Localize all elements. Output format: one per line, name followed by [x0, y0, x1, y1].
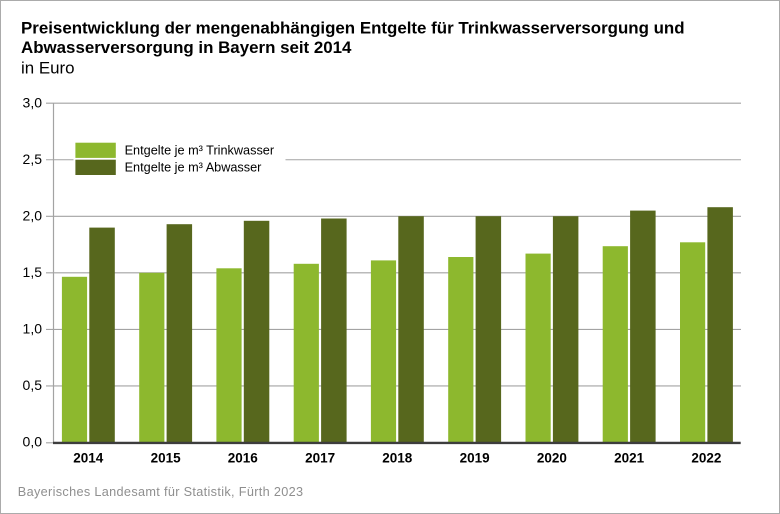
svg-text:1,5: 1,5 — [23, 264, 43, 280]
svg-text:2021: 2021 — [614, 450, 645, 465]
svg-text:0,5: 0,5 — [23, 377, 43, 393]
svg-text:in Euro: in Euro — [21, 59, 75, 78]
svg-text:0,0: 0,0 — [23, 434, 43, 450]
svg-text:Bayerisches Landesamt für Stat: Bayerisches Landesamt für Statistik, Für… — [18, 485, 304, 499]
svg-text:3,0: 3,0 — [23, 94, 43, 110]
svg-text:2015: 2015 — [151, 450, 182, 465]
svg-text:1,0: 1,0 — [23, 321, 43, 337]
svg-text:2022: 2022 — [691, 450, 721, 465]
svg-text:2019: 2019 — [460, 450, 490, 465]
svg-text:2017: 2017 — [305, 450, 335, 465]
svg-text:2014: 2014 — [73, 450, 104, 465]
svg-text:Preisentwicklung der mengenabh: Preisentwicklung der mengenabhängigen En… — [21, 19, 685, 38]
svg-text:2020: 2020 — [537, 450, 567, 465]
svg-text:2,5: 2,5 — [23, 151, 43, 167]
svg-text:2016: 2016 — [228, 450, 259, 465]
svg-text:Entgelte je m³ Abwasser: Entgelte je m³ Abwasser — [125, 160, 263, 174]
svg-text:Entgelte je m³ Trinkwasser: Entgelte je m³ Trinkwasser — [125, 143, 275, 157]
svg-text:2018: 2018 — [382, 450, 413, 465]
svg-text:Abwasserversorgung in Bayern s: Abwasserversorgung in Bayern seit 2014 — [21, 38, 352, 57]
svg-text:2,0: 2,0 — [23, 208, 43, 224]
